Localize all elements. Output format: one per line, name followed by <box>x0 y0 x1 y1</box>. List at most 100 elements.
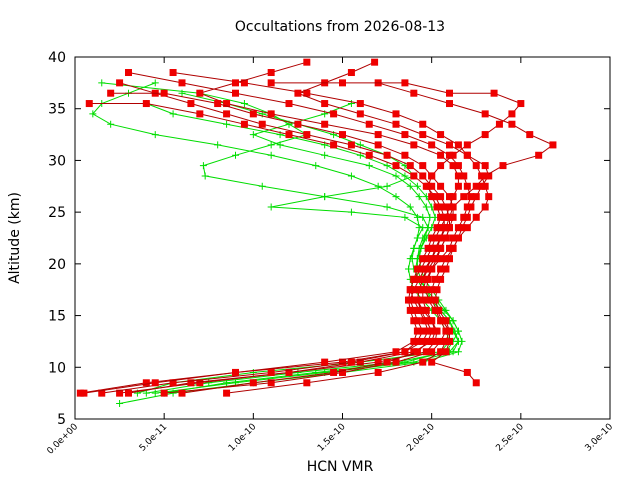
data-point-plus <box>442 306 450 314</box>
data-point-square <box>419 162 427 170</box>
data-point-square <box>463 224 471 232</box>
data-point-plus <box>223 379 231 387</box>
data-point-square <box>463 213 471 221</box>
data-point-square <box>446 100 453 108</box>
data-point-plus <box>312 162 320 170</box>
data-point-square <box>446 224 453 232</box>
data-point-square <box>428 141 436 149</box>
data-point-square <box>458 224 466 232</box>
data-point-square <box>410 172 418 180</box>
data-point-square <box>392 162 400 170</box>
data-point-square <box>339 131 346 139</box>
data-point-square <box>437 244 445 252</box>
data-point-square <box>125 389 132 397</box>
data-point-square <box>383 358 391 366</box>
data-point-square <box>449 193 457 201</box>
data-point-square <box>446 337 453 345</box>
data-point-square <box>442 224 450 232</box>
data-point-square <box>463 182 471 190</box>
data-point-square <box>440 213 448 221</box>
series-line <box>128 72 472 394</box>
y-tick-label: 5 <box>57 412 66 428</box>
data-point-square <box>413 265 421 273</box>
data-point-square <box>433 286 441 294</box>
data-point-square <box>437 348 445 356</box>
data-point-plus <box>413 234 421 242</box>
data-point-square <box>463 368 471 376</box>
data-point-square <box>446 255 453 263</box>
data-point-plus <box>347 172 355 180</box>
data-point-plus <box>383 203 391 211</box>
data-point-square <box>401 79 409 87</box>
data-point-square <box>422 348 430 356</box>
data-point-square <box>431 234 439 242</box>
series-line <box>89 103 445 394</box>
data-point-square <box>437 193 445 201</box>
data-point-square <box>178 79 186 87</box>
data-point-square <box>446 203 453 211</box>
data-point-square <box>232 368 239 376</box>
data-point-square <box>428 337 436 345</box>
data-point-square <box>422 265 430 273</box>
data-point-plus <box>116 399 124 407</box>
data-point-square <box>151 379 159 387</box>
data-point-square <box>419 120 427 128</box>
data-point-plus <box>454 348 462 356</box>
data-point-square <box>431 337 439 345</box>
data-point-plus <box>201 172 209 180</box>
data-point-square <box>285 131 293 139</box>
data-point-square <box>437 275 445 283</box>
data-point-square <box>413 348 421 356</box>
data-point-square <box>232 79 239 87</box>
data-point-square <box>330 110 338 118</box>
data-point-square <box>356 110 364 118</box>
data-point-square <box>435 306 443 314</box>
data-point-square <box>303 58 311 66</box>
data-point-square <box>433 255 441 263</box>
data-point-plus <box>89 110 97 118</box>
data-point-square <box>303 379 311 387</box>
data-point-square <box>472 379 480 387</box>
data-point-square <box>339 79 346 87</box>
data-point-square <box>80 389 88 397</box>
data-point-square <box>463 203 471 211</box>
data-point-square <box>446 151 453 159</box>
data-point-plus <box>276 141 284 149</box>
data-point-square <box>232 89 239 97</box>
series-layer <box>76 58 557 407</box>
data-point-square <box>424 327 432 335</box>
data-point-square <box>549 141 557 149</box>
data-point-square <box>365 120 373 128</box>
data-point-square <box>446 89 453 97</box>
data-point-square <box>413 317 421 325</box>
data-point-square <box>495 120 503 128</box>
data-point-square <box>438 317 446 325</box>
x-tick-label: 2.0e-10 <box>405 422 437 454</box>
data-point-square <box>410 286 418 294</box>
data-point-square <box>196 110 204 118</box>
data-point-square <box>454 182 462 190</box>
series-line <box>119 82 450 394</box>
data-point-square <box>428 234 436 242</box>
data-point-square <box>285 100 293 108</box>
data-point-square <box>478 182 486 190</box>
data-point-square <box>240 79 248 87</box>
data-point-plus <box>169 110 177 118</box>
data-point-plus <box>107 120 115 128</box>
data-point-square <box>258 120 266 128</box>
data-point-square <box>442 348 450 356</box>
data-point-square <box>472 162 480 170</box>
data-point-square <box>428 327 436 335</box>
data-point-square <box>196 379 204 387</box>
data-point-plus <box>267 203 275 211</box>
data-point-square <box>392 348 400 356</box>
data-point-plus <box>413 182 421 190</box>
data-point-square <box>330 368 338 376</box>
data-point-square <box>383 151 391 159</box>
y-tick-label: 35 <box>48 102 66 118</box>
series-line <box>83 82 522 394</box>
data-point-square <box>374 141 382 149</box>
data-point-square <box>424 296 432 304</box>
data-point-square <box>419 358 427 366</box>
